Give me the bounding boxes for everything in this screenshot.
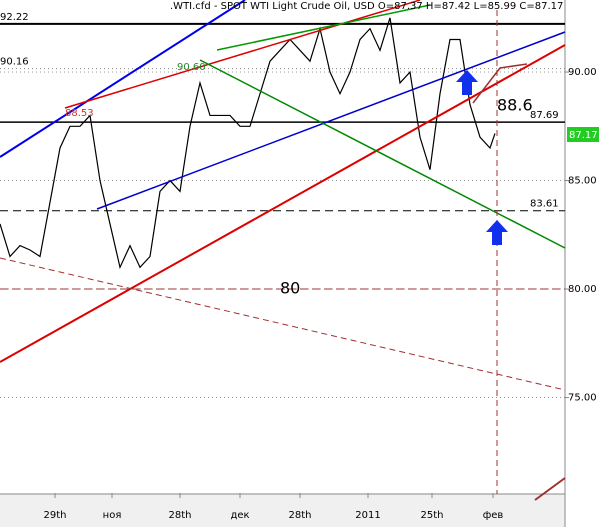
x-tick-label: дек bbox=[230, 510, 249, 521]
arrow-up bbox=[456, 70, 478, 95]
trend-line bbox=[96, 31, 566, 210]
trend-line bbox=[64, 0, 421, 109]
level-label: 83.61 bbox=[530, 199, 559, 210]
y-tick-label: 90.00 bbox=[568, 67, 597, 78]
annotation: 88.53 bbox=[65, 108, 94, 119]
x-tick-label: 25th bbox=[421, 510, 444, 521]
projection bbox=[472, 63, 528, 104]
x-tick-label: фев bbox=[483, 510, 504, 521]
y-tick-label: 75.00 bbox=[568, 393, 597, 404]
chart-title: .WTI.cfd - SPOT WTI Light Crude Oil, USD… bbox=[170, 1, 563, 12]
annotation: 88.6 bbox=[497, 96, 533, 115]
level-label: 87.69 bbox=[530, 110, 559, 121]
price-line bbox=[0, 17, 496, 270]
trend-line bbox=[0, 257, 566, 391]
y-tick-label: 85.00 bbox=[568, 176, 597, 187]
x-tick-label: 28th bbox=[289, 510, 312, 521]
y-tick-label: 80.00 bbox=[568, 284, 597, 295]
trend-line bbox=[0, 44, 566, 363]
trend-line bbox=[216, 4, 431, 51]
x-tick-label: 2011 bbox=[355, 510, 380, 521]
arrow-up bbox=[486, 220, 508, 245]
decoration bbox=[534, 477, 566, 501]
annotation: 90.60 bbox=[177, 62, 206, 73]
trend-line bbox=[0, 0, 246, 158]
last-price-box bbox=[567, 127, 599, 142]
level-label: 90.16 bbox=[0, 57, 29, 68]
x-tick-label: ноя bbox=[103, 510, 122, 521]
x-tick-label: 28th bbox=[169, 510, 192, 521]
x-axis-band bbox=[0, 494, 565, 527]
trend-line bbox=[199, 59, 566, 249]
level-label: 80 bbox=[280, 279, 300, 298]
x-tick-label: 29th bbox=[44, 510, 67, 521]
plot bbox=[0, 17, 565, 399]
last-price: 87.17 bbox=[569, 130, 598, 141]
level-label: 92.22 bbox=[0, 12, 29, 23]
